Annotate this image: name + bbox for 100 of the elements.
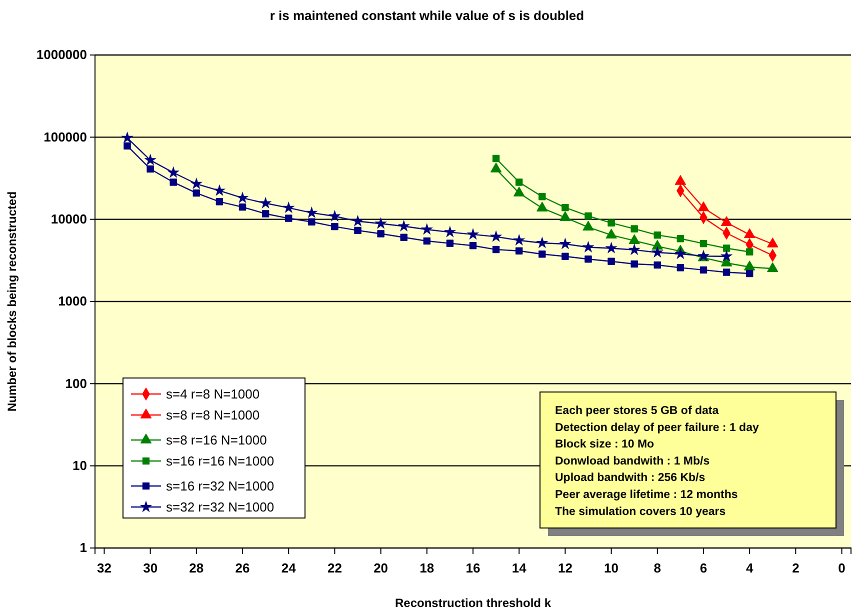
legend-label: s=4 r=8 N=1000 [166,386,260,402]
point [238,203,246,211]
y-tick-label: 10000 [50,211,87,226]
legend-label: s=16 r=32 N=1000 [166,478,274,494]
point [584,256,592,263]
point [445,227,455,236]
annotation: Detection delay of peer failure : 1 day [555,422,760,434]
point [700,266,708,274]
point [608,258,615,265]
point [746,248,754,256]
x-tick-label: 28 [189,560,204,576]
x-tick-label: 22 [327,560,342,576]
point [562,204,569,212]
x-tick-label: 14 [512,560,528,576]
point [722,252,732,260]
point [331,222,338,230]
point [536,202,548,212]
point [744,228,756,238]
point [744,260,756,270]
point [469,242,477,250]
x-tick-label: 6 [700,560,708,576]
point [538,250,546,258]
x-tick-label: 8 [654,560,662,576]
annotation: Each peer stores 5 GB of data [555,405,720,417]
point [492,154,500,162]
annotation: Donwload bandwith : 1 Mb/s [555,455,710,468]
point [146,165,154,173]
point [767,238,778,248]
point [608,219,615,226]
point [490,162,502,172]
point [654,261,661,269]
point [377,230,384,238]
point [468,230,478,238]
point [630,260,638,268]
legend-label: s=8 r=8 N=1000 [166,408,260,422]
x-tick-label: 2 [792,560,800,576]
point [606,228,617,238]
y-tick-label: 100000 [44,129,87,144]
legend-label: s=8 r=16 N=1000 [166,432,267,448]
point [582,220,594,231]
chart-title: r is maintened constant while value of s is doubled [270,8,584,23]
point [400,234,408,241]
x-tick-label: 18 [420,560,434,576]
x-tick-label: 10 [604,560,619,576]
point [652,240,664,250]
point [214,186,224,195]
x-tick-label: 30 [143,560,158,576]
point [767,262,778,272]
y-tick-label: 100 [65,376,87,391]
y-tick-label: 10 [72,458,87,473]
point [491,232,501,241]
point [515,247,523,254]
point [746,270,754,278]
point [492,246,500,254]
point [446,240,454,247]
x-tick-label: 4 [746,560,754,576]
y-tick-label: 1000 [58,294,87,309]
point [285,214,292,222]
point [216,198,224,206]
point [700,240,708,248]
point [192,189,200,197]
point [124,142,131,150]
point [698,201,710,212]
point [654,231,661,239]
point [562,252,569,260]
point [722,244,730,252]
point [354,226,362,234]
point [720,216,732,226]
x-tick-label: 32 [96,560,112,576]
annotation: Peer average lifetime : 12 months [555,489,738,501]
point [560,211,571,221]
annotation: Block size : 10 Mo [555,438,654,451]
point [423,237,431,245]
x-tick-label: 16 [466,560,480,576]
x-tick-label: 24 [281,560,297,576]
point [513,186,525,196]
point [628,234,640,244]
x-tick-label: 26 [235,560,250,576]
point [238,193,248,202]
point [170,178,177,186]
y-tick-label: 1000000 [36,47,87,62]
y-axis-title: Number of blocks being reconstructed [5,191,19,412]
x-tick-label: 20 [374,560,388,576]
annotation: The simulation covers 10 years [555,506,726,518]
point [584,212,592,220]
x-tick-label: 0 [838,560,846,576]
point [515,178,523,186]
annotation: Upload bandwith : 256 Kb/s [555,472,706,484]
point [308,218,316,226]
point [676,235,684,242]
point [262,210,270,218]
x-axis-title: Reconstruction threshold k [394,596,552,610]
point [722,268,730,276]
point [630,225,638,232]
legend-label: s=16 r=16 N=1000 [166,454,274,468]
point [676,264,684,272]
y-tick-label: 1 [80,540,87,556]
point [674,175,686,185]
point [538,193,546,200]
x-tick-label: 12 [558,560,572,576]
